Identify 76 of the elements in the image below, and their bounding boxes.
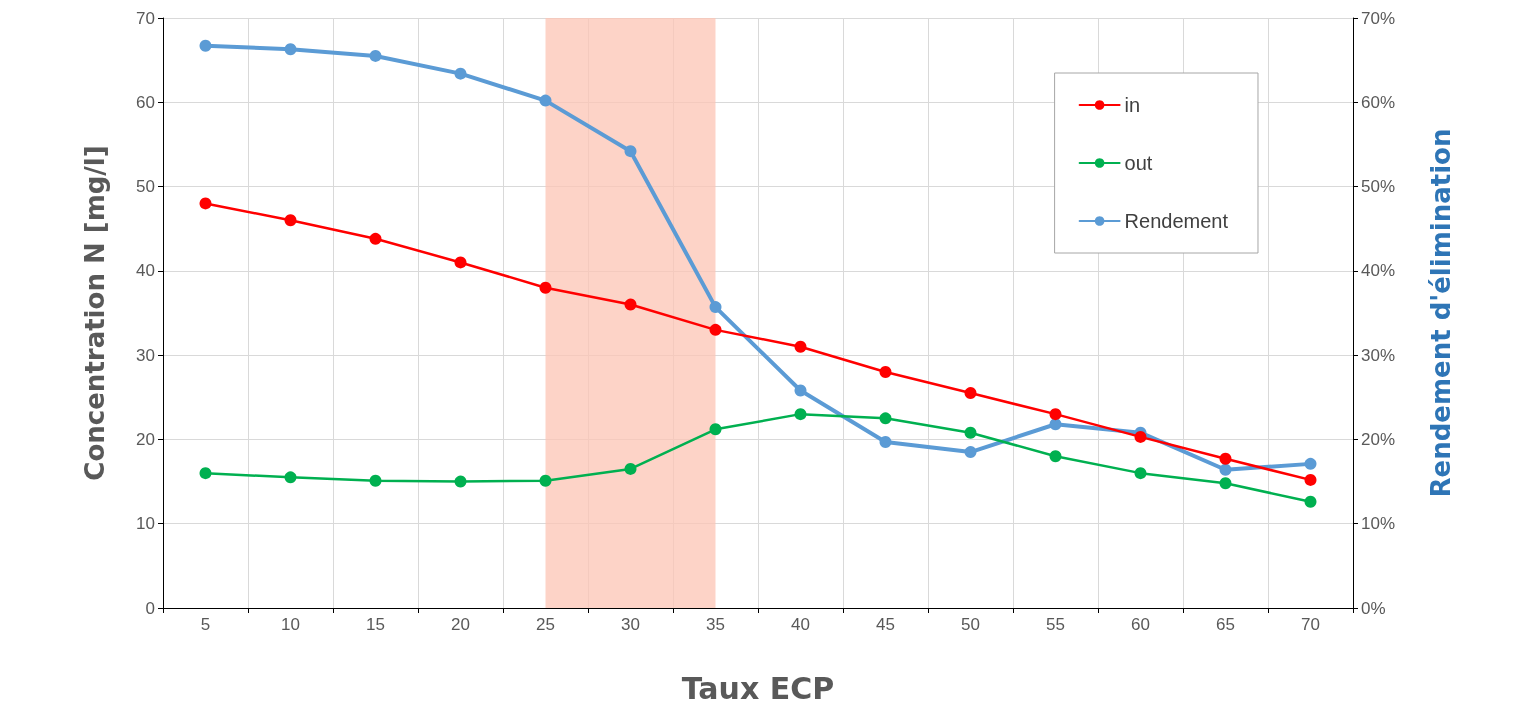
point xyxy=(369,232,382,245)
y2-tick-label: 30% xyxy=(1361,345,1396,365)
point xyxy=(454,67,467,80)
y-tick-label: 40 xyxy=(136,261,155,281)
point xyxy=(539,94,552,107)
point xyxy=(369,474,382,487)
y2-tick-label: 0% xyxy=(1361,598,1386,618)
point xyxy=(794,384,807,397)
point xyxy=(624,145,637,158)
point xyxy=(964,426,977,439)
point xyxy=(964,387,977,400)
y-tick-label: 0 xyxy=(145,598,155,618)
point xyxy=(284,43,297,56)
point xyxy=(879,435,892,448)
x-tick-label: 35 xyxy=(706,615,725,634)
point xyxy=(1219,452,1232,465)
x-tick-label: 15 xyxy=(366,615,385,634)
point xyxy=(1304,457,1317,470)
point xyxy=(454,256,467,269)
point xyxy=(1134,467,1147,480)
point xyxy=(624,298,637,311)
x-tick-label: 25 xyxy=(536,615,555,634)
x-tick-label: 20 xyxy=(451,615,470,634)
y-tick-label: 50 xyxy=(136,177,155,197)
x-tick-label: 55 xyxy=(1046,615,1065,634)
point xyxy=(284,471,297,484)
x-tick-label: 70 xyxy=(1301,615,1320,634)
point xyxy=(539,281,552,294)
point xyxy=(709,323,722,336)
y-tick-label: 70 xyxy=(136,8,155,28)
point xyxy=(1219,477,1232,490)
x-tick-label: 45 xyxy=(876,615,895,634)
point xyxy=(284,214,297,227)
y2-tick-label: 40% xyxy=(1361,261,1396,281)
point xyxy=(1304,495,1317,508)
point xyxy=(539,474,552,487)
y-tick-label: 20 xyxy=(136,429,155,449)
x-tick-label: 50 xyxy=(961,615,980,634)
point xyxy=(1049,450,1062,463)
point xyxy=(454,475,467,488)
point xyxy=(624,462,637,475)
point xyxy=(199,197,212,210)
point xyxy=(794,408,807,421)
point xyxy=(1134,430,1147,443)
point xyxy=(1304,473,1317,486)
legend-label: Rendement xyxy=(1124,210,1229,232)
x-tick-label: 30 xyxy=(621,615,640,634)
point xyxy=(709,423,722,436)
point xyxy=(709,301,722,314)
y2-tick-label: 70% xyxy=(1361,8,1396,28)
y2-axis-title: Rendement d'élimination xyxy=(1426,128,1456,498)
point xyxy=(369,49,382,62)
point xyxy=(879,412,892,425)
x-tick-label: 60 xyxy=(1131,615,1150,634)
y-tick-label: 10 xyxy=(136,514,155,534)
point xyxy=(879,366,892,378)
y2-tick-label: 20% xyxy=(1361,429,1396,449)
y2-tick-label: 10% xyxy=(1361,514,1396,534)
point xyxy=(794,340,807,353)
legend-label: out xyxy=(1124,152,1153,174)
y-tick-label: 60 xyxy=(136,92,155,112)
point xyxy=(199,39,212,52)
y2-tick-label: 50% xyxy=(1361,177,1396,197)
y2-tick-label: 60% xyxy=(1361,92,1396,112)
point xyxy=(199,467,212,480)
point xyxy=(1049,408,1062,421)
y-tick-label: 30 xyxy=(136,345,155,365)
x-tick-label: 65 xyxy=(1216,615,1235,634)
y-axis-title: Concentration N [mg/l] xyxy=(80,145,110,481)
x-axis-title: Taux ECP xyxy=(681,670,835,706)
point xyxy=(964,446,977,459)
x-tick-label: 10 xyxy=(281,615,300,634)
x-tick-label: 40 xyxy=(791,615,810,634)
point xyxy=(1219,463,1232,476)
legend-label: in xyxy=(1124,94,1141,116)
x-tick-label: 5 xyxy=(200,615,211,634)
